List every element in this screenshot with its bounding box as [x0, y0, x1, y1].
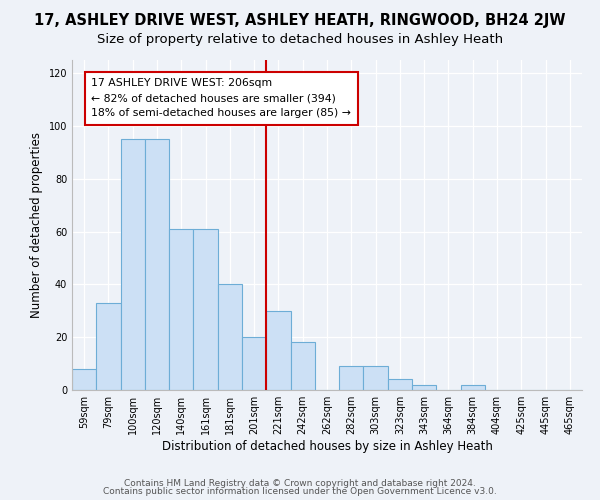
X-axis label: Distribution of detached houses by size in Ashley Heath: Distribution of detached houses by size …	[161, 440, 493, 453]
Text: Size of property relative to detached houses in Ashley Heath: Size of property relative to detached ho…	[97, 32, 503, 46]
Text: Contains HM Land Registry data © Crown copyright and database right 2024.: Contains HM Land Registry data © Crown c…	[124, 478, 476, 488]
Bar	[145, 139, 169, 390]
Bar	[412, 384, 436, 390]
Bar	[266, 311, 290, 390]
Bar	[121, 139, 145, 390]
Bar	[388, 380, 412, 390]
Y-axis label: Number of detached properties: Number of detached properties	[30, 132, 43, 318]
Text: 17 ASHLEY DRIVE WEST: 206sqm
← 82% of detached houses are smaller (394)
18% of s: 17 ASHLEY DRIVE WEST: 206sqm ← 82% of de…	[91, 78, 352, 118]
Bar	[339, 366, 364, 390]
Bar	[242, 337, 266, 390]
Text: Contains public sector information licensed under the Open Government Licence v3: Contains public sector information licen…	[103, 487, 497, 496]
Bar	[290, 342, 315, 390]
Bar	[169, 229, 193, 390]
Bar	[96, 303, 121, 390]
Bar	[364, 366, 388, 390]
Text: 17, ASHLEY DRIVE WEST, ASHLEY HEATH, RINGWOOD, BH24 2JW: 17, ASHLEY DRIVE WEST, ASHLEY HEATH, RIN…	[34, 12, 566, 28]
Bar	[72, 369, 96, 390]
Bar	[193, 229, 218, 390]
Bar	[218, 284, 242, 390]
Bar	[461, 384, 485, 390]
